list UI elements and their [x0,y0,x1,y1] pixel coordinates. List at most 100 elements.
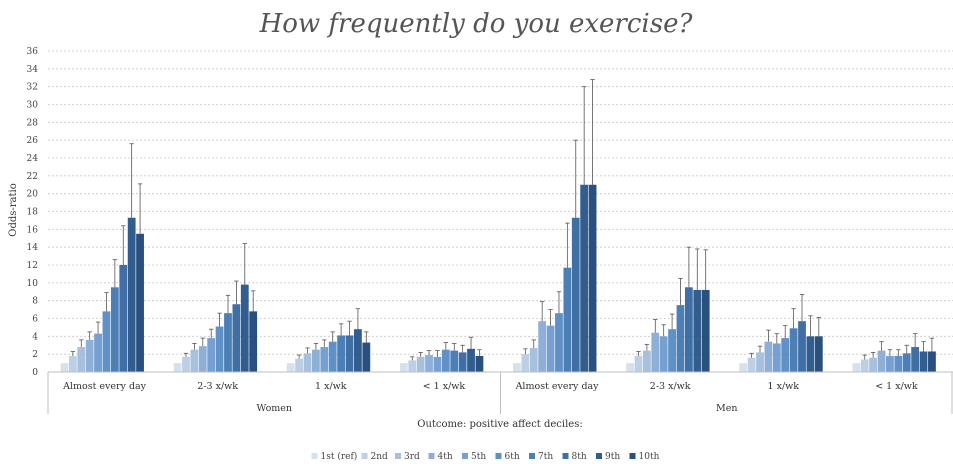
y-tick-label: 2 [32,350,38,360]
y-tick-label: 34 [27,65,39,75]
bar [136,233,144,372]
bar [399,363,408,372]
y-tick-label: 30 [27,101,39,111]
legend-label: 1st (ref) [321,451,358,462]
bar [886,355,894,372]
bar [416,356,425,372]
bar [676,305,685,372]
bar [588,184,597,372]
legend-label: 7th [538,452,553,462]
bar [877,350,886,372]
legend-swatch [361,453,368,459]
bar [207,338,216,372]
legend-swatch [428,453,435,459]
bar [240,284,249,372]
bar [127,217,136,372]
bar [60,363,69,372]
bar [546,325,555,372]
bar [852,363,861,372]
x-axis-label: Outcome: positive affect deciles: [417,419,582,430]
bar [739,363,748,372]
x-axis: Almost every day 2-3 x/wk 1 x/wk < 1 x/wk Wo… [47,371,953,414]
bar [513,363,521,372]
bar [642,350,651,372]
bar [521,354,530,372]
bar [919,351,928,372]
bar [68,355,77,372]
bar [320,347,329,372]
legend-label: 4th [438,452,453,462]
bar [450,350,459,372]
x-category-label: < 1 x/wk [875,381,918,392]
y-tick-label: 8 [32,297,38,307]
y-tick-label: 28 [27,118,39,128]
y-tick-label: 18 [27,208,39,218]
bar [756,352,764,372]
legend-swatch [495,453,502,459]
bar [85,339,94,372]
legend-label: 2nd [371,452,389,462]
x-group-label: Men [716,403,737,414]
legend-label: 5th [471,452,486,462]
bar [626,363,634,372]
bar [764,341,773,372]
y-tick-label: 12 [27,261,38,271]
bar [772,343,781,372]
bar [911,347,920,372]
bar [860,359,869,372]
bar [806,336,815,372]
bar [571,217,580,372]
x-category-label: < 1 x/wk [423,381,466,392]
x-category-label: 2-3 x/wk [197,381,238,392]
bar [425,355,433,372]
bar [928,351,936,372]
bar [441,349,450,372]
bar [651,332,660,372]
bar [328,341,337,372]
x-category-label: 2-3 x/wk [650,381,691,392]
bar [529,347,538,372]
bar [580,184,589,372]
legend-swatch [395,453,401,459]
legend-label: 10th [639,452,660,462]
y-tick-label: 16 [27,225,39,235]
y-axis-label: Odds-ratio [8,183,19,237]
bar [249,311,258,372]
bar [659,336,668,372]
bar [286,363,295,372]
bar [94,333,102,372]
bar [354,329,362,372]
bar [668,329,676,372]
bar [119,265,128,372]
bar [555,313,563,372]
y-tick-label: 20 [27,190,39,200]
bar [190,349,199,372]
x-category-label: 1 x/wk [315,381,347,392]
bar [182,356,190,372]
legend: 1st (ref) 2nd 3rd 4th 5th 6th 7th 8th 9th 10th [311,451,660,462]
x-category-label: Almost every day [515,381,600,392]
legend-label: 9th [605,452,620,462]
y-tick-label: 24 [27,154,39,164]
bar [312,349,320,372]
legend-swatch [529,453,535,459]
legend-swatch [629,453,636,459]
bar [789,328,798,372]
bar [902,353,911,372]
legend-swatch [562,453,569,459]
bar [684,287,693,372]
y-tick-label: 4 [32,332,38,342]
bars [60,79,936,372]
bar [362,342,371,372]
chart-title: How frequently do you exercise? [259,9,694,39]
bar [869,357,878,372]
legend-label: 3rd [404,452,420,462]
bar [798,321,806,372]
bar [693,289,702,372]
bar [475,355,484,372]
y-tick-label: 6 [32,315,38,325]
bar [781,338,790,372]
bar [747,357,756,372]
